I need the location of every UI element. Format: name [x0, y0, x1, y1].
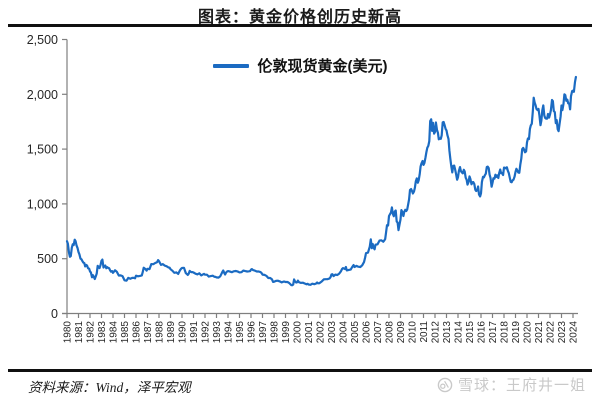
- x-tick-label: 2016: [477, 321, 488, 344]
- x-tick-label: 1996: [247, 321, 258, 344]
- top-divider: [8, 24, 592, 27]
- x-tick-label: 2022: [546, 321, 557, 344]
- x-tick-label: 2002: [316, 321, 327, 344]
- x-tick-label: 2018: [500, 321, 511, 344]
- x-tick-label: 2017: [488, 321, 499, 344]
- x-tick-label: 2003: [327, 321, 338, 344]
- x-tick-label: 1982: [86, 321, 97, 344]
- x-tick-label: 2024: [569, 321, 580, 344]
- x-tick-label: 2023: [557, 321, 568, 344]
- bottom-divider: [8, 369, 592, 372]
- x-tick-label: 1991: [189, 321, 200, 344]
- x-tick-label: 2005: [350, 321, 361, 344]
- x-tick-label: 1987: [143, 321, 154, 344]
- legend-line-swatch: [212, 63, 249, 68]
- x-tick-label: 1989: [166, 321, 177, 344]
- x-tick-label: 2014: [454, 321, 465, 344]
- y-tick-label: 1,000: [27, 197, 58, 211]
- x-tick-label: 2001: [304, 321, 315, 344]
- x-tick-label: 1988: [155, 321, 166, 344]
- x-tick-label: 2010: [408, 321, 419, 344]
- x-tick-label: 2006: [362, 321, 373, 344]
- x-tick-label: 1992: [201, 321, 212, 344]
- legend: 伦敦现货黄金(美元): [0, 55, 600, 76]
- x-tick-label: 1997: [258, 321, 269, 344]
- y-tick-label: 0: [51, 307, 58, 321]
- y-tick-label: 2,500: [27, 33, 58, 47]
- x-tick-label: 2013: [442, 321, 453, 344]
- watermark: 雪球：王府井一姐: [437, 374, 586, 395]
- gold-price-line: [65, 75, 578, 287]
- xueqiu-logo-icon: [437, 377, 453, 392]
- x-tick-label: 1985: [120, 321, 131, 344]
- x-tick-label: 1984: [109, 321, 120, 344]
- x-tick-label: 2012: [431, 321, 442, 344]
- legend-label: 伦敦现货黄金(美元): [257, 58, 388, 75]
- x-tick-label: 1980: [63, 321, 74, 344]
- y-tick-label: 1,500: [27, 143, 58, 157]
- x-tick-label: 1995: [235, 321, 246, 344]
- x-tick-label: 1998: [270, 321, 281, 344]
- x-tick-label: 1981: [74, 321, 85, 344]
- x-tick-label: 1994: [224, 321, 235, 344]
- x-tick-label: 2011: [419, 321, 430, 343]
- x-tick-label: 2000: [293, 321, 304, 344]
- x-tick-label: 2020: [523, 321, 534, 344]
- y-tick-label: 500: [37, 252, 58, 266]
- x-tick-label: 1986: [132, 321, 143, 344]
- watermark-text: 雪球：王府井一姐: [457, 377, 586, 394]
- x-tick-label: 2009: [396, 321, 407, 344]
- y-tick-label: 2,000: [27, 88, 58, 102]
- x-tick-label: 1993: [212, 321, 223, 344]
- x-tick-label: 1999: [281, 321, 292, 344]
- x-tick-label: 1983: [97, 321, 108, 344]
- page-title: 图表：黄金价格创历史新高: [197, 9, 402, 26]
- x-tick-label: 2008: [385, 321, 396, 344]
- x-tick-label: 2007: [373, 321, 384, 344]
- source-note: 资料来源：Wind，泽平宏观: [28, 380, 191, 395]
- x-tick-label: 2004: [339, 321, 350, 344]
- x-tick-label: 2019: [511, 321, 522, 344]
- x-tick-label: 1990: [178, 321, 189, 344]
- x-tick-label: 2021: [534, 321, 545, 344]
- x-tick-label: 2015: [465, 321, 476, 344]
